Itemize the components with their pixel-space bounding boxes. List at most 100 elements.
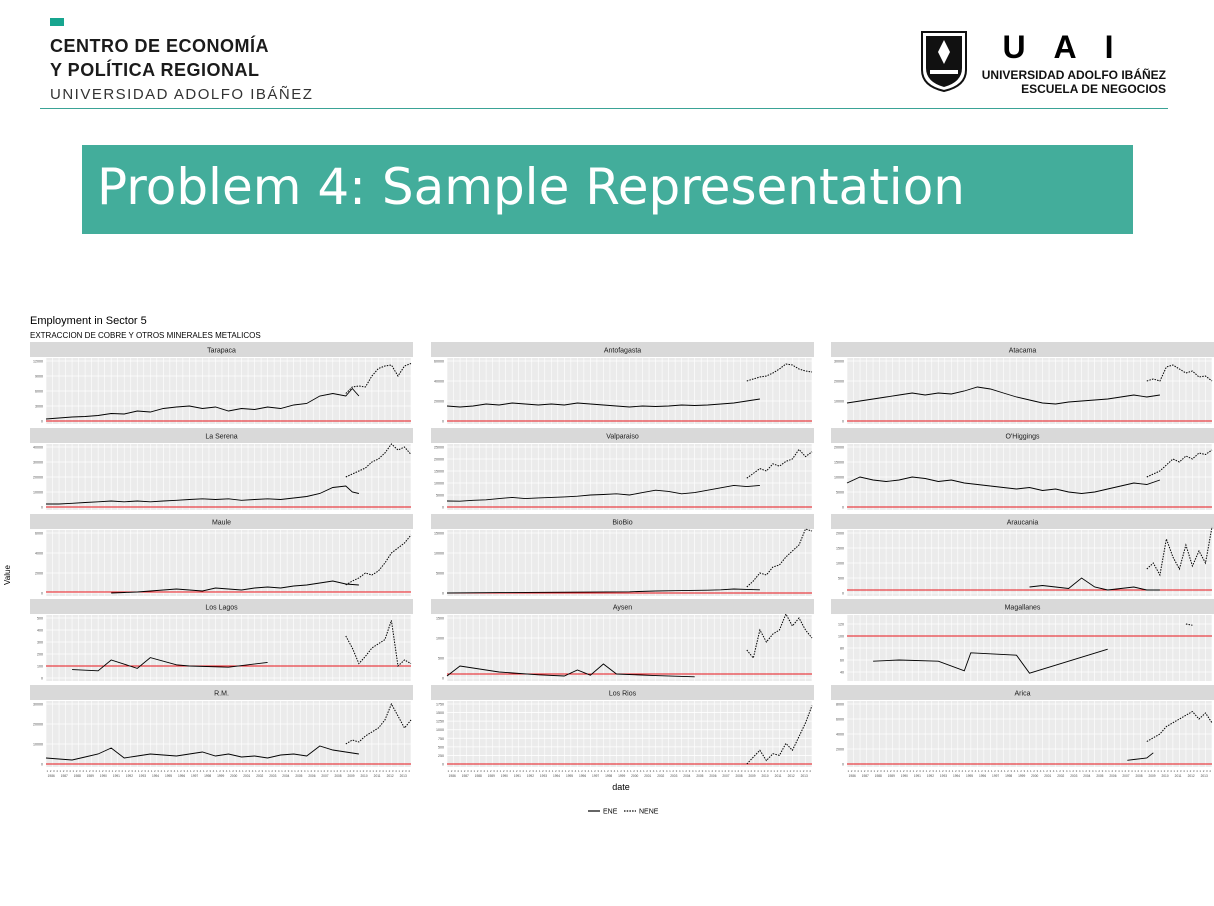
year-tick-label: 1987 xyxy=(61,774,68,778)
quarter-tick-label: 1 xyxy=(965,769,967,773)
facet-strip xyxy=(831,685,1214,700)
facet-strip xyxy=(831,428,1214,443)
quarter-tick-label: 4 xyxy=(1092,769,1094,773)
quarter-tick-label: 3 xyxy=(467,769,469,773)
quarter-tick-label: 1 xyxy=(151,769,153,773)
quarter-tick-label: 3 xyxy=(932,769,934,773)
quarter-tick-label: 4 xyxy=(535,769,537,773)
quarter-tick-label: 1 xyxy=(1056,769,1058,773)
quarter-tick-label: 3 xyxy=(392,769,394,773)
facet-strip xyxy=(431,514,814,529)
quarter-tick-label: 3 xyxy=(314,769,316,773)
y-tick-label: 0 xyxy=(41,677,43,681)
quarter-tick-label: 2 xyxy=(542,769,544,773)
quarter-tick-label: 2 xyxy=(890,769,892,773)
quarter-tick-label: 4 xyxy=(265,769,267,773)
facet-panel: Los Lagos 0 100 200 300 400 500 xyxy=(30,599,413,681)
quarter-tick-label: 2 xyxy=(903,769,905,773)
legend-label-nene: NENE xyxy=(639,809,659,816)
quarter-tick-label: 4 xyxy=(744,769,746,773)
y-tick-label: 25000 xyxy=(434,446,444,450)
facet-strip xyxy=(431,685,814,700)
y-tick-label: 30000 xyxy=(33,703,43,707)
y-tick-label: 60 xyxy=(840,659,844,663)
quarter-tick-label: 3 xyxy=(545,769,547,773)
quarter-tick-label: 3 xyxy=(1089,769,1091,773)
facet-strip xyxy=(831,342,1214,357)
chart-subtitle: EXTRACCION DE COBRE Y OTROS MINERALES ME… xyxy=(30,331,261,340)
quarter-tick-label: 4 xyxy=(935,769,937,773)
series-line-ene xyxy=(846,386,1160,405)
y-tick-label: 0 xyxy=(442,677,444,681)
quarter-tick-label: 1 xyxy=(682,769,684,773)
year-tick-label: 1999 xyxy=(1018,774,1025,778)
series-line-ene xyxy=(446,398,760,408)
quarter-tick-label: 4 xyxy=(896,769,898,773)
y-tick-label: 200 xyxy=(37,653,43,657)
quarter-tick-label: 1 xyxy=(578,769,580,773)
quarter-tick-label: 3 xyxy=(506,769,508,773)
series-line-ene xyxy=(446,484,760,502)
quarter-tick-label: 1 xyxy=(874,769,876,773)
y-tick-label: 9000 xyxy=(35,375,43,379)
quarter-tick-label: 4 xyxy=(174,769,176,773)
uai-school: ESCUELA DE NEGOCIOS xyxy=(1021,82,1166,96)
quarter-tick-label: 1 xyxy=(294,769,296,773)
y-tick-label: 500 xyxy=(438,745,444,749)
quarter-tick-label: 1 xyxy=(526,769,528,773)
quarter-tick-label: 4 xyxy=(408,769,410,773)
year-tick-label: 1997 xyxy=(992,774,999,778)
quarter-tick-label: 4 xyxy=(200,769,202,773)
quarter-tick-label: 2 xyxy=(751,769,753,773)
y-tick-label: 1000 xyxy=(436,728,444,732)
quarter-tick-label: 2 xyxy=(350,769,352,773)
header-divider xyxy=(40,108,1168,109)
series-line-ene xyxy=(72,657,268,672)
quarter-tick-label: 1 xyxy=(46,769,48,773)
y-tick-label: 100 xyxy=(37,665,43,669)
year-tick-label: 2003 xyxy=(670,774,677,778)
year-tick-label: 2000 xyxy=(230,774,237,778)
quarter-tick-label: 1 xyxy=(268,769,270,773)
series-line-nene xyxy=(345,620,412,668)
quarter-tick-label: 3 xyxy=(806,769,808,773)
quarter-tick-label: 1 xyxy=(913,769,915,773)
quarter-tick-label: 3 xyxy=(1010,769,1012,773)
year-tick-label: 1990 xyxy=(901,774,908,778)
series-line-ene xyxy=(1029,577,1160,591)
quarter-tick-label: 1 xyxy=(926,769,928,773)
quarter-tick-label: 3 xyxy=(571,769,573,773)
quarter-tick-label: 1 xyxy=(708,769,710,773)
quarter-tick-label: 4 xyxy=(796,769,798,773)
series-line-nene xyxy=(1185,623,1193,626)
quarter-tick-label: 4 xyxy=(291,769,293,773)
quarter-tick-label: 3 xyxy=(1128,769,1130,773)
quarter-tick-label: 1 xyxy=(99,769,101,773)
quarter-tick-label: 3 xyxy=(623,769,625,773)
y-tick-label: 1250 xyxy=(436,720,444,724)
quarter-tick-label: 2 xyxy=(955,769,957,773)
series-line-ene xyxy=(111,580,359,594)
quarter-tick-label: 2 xyxy=(1138,769,1140,773)
quarter-tick-label: 1 xyxy=(281,769,283,773)
facet-strip-label: Los Lagos xyxy=(205,605,238,612)
quarter-tick-label: 1 xyxy=(552,769,554,773)
year-tick-label: 2001 xyxy=(644,774,651,778)
quarter-tick-label: 2 xyxy=(245,769,247,773)
quarter-tick-label: 1 xyxy=(1017,769,1019,773)
quarter-tick-label: 2 xyxy=(516,769,518,773)
quarter-tick-label: 4 xyxy=(330,769,332,773)
quarter-tick-label: 2 xyxy=(1098,769,1100,773)
year-tick-label: 1994 xyxy=(553,774,560,778)
quarter-tick-label: 2 xyxy=(916,769,918,773)
quarter-tick-label: 3 xyxy=(650,769,652,773)
year-tick-label: 2008 xyxy=(334,774,341,778)
quarter-tick-label: 4 xyxy=(457,769,459,773)
quarter-tick-label: 2 xyxy=(1046,769,1048,773)
year-tick-label: 2009 xyxy=(748,774,755,778)
quarter-tick-label: 1 xyxy=(1069,769,1071,773)
quarter-tick-label: 2 xyxy=(790,769,792,773)
quarter-tick-label: 4 xyxy=(640,769,642,773)
